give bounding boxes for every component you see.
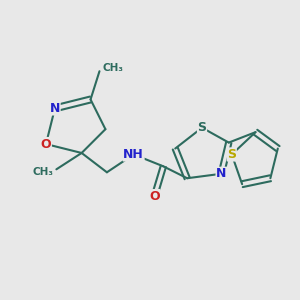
Text: NH: NH [123, 148, 144, 161]
Text: O: O [149, 190, 160, 202]
Text: S: S [227, 148, 236, 161]
Text: S: S [197, 121, 206, 134]
Text: N: N [216, 167, 226, 180]
Text: O: O [41, 138, 51, 151]
Text: CH₃: CH₃ [32, 167, 53, 177]
Text: CH₃: CH₃ [102, 63, 123, 73]
Text: N: N [50, 102, 60, 115]
